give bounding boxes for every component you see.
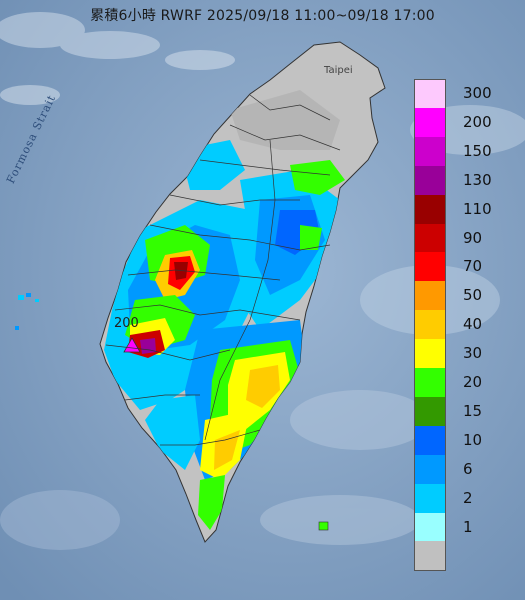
legend-row [413, 541, 521, 571]
legend-swatch [414, 541, 446, 571]
legend-swatch [414, 107, 446, 138]
legend-label: 20 [463, 373, 483, 391]
legend-swatch [414, 483, 446, 513]
legend-swatch [414, 252, 446, 282]
legend-row: 6 [413, 454, 521, 485]
legend-swatch [414, 454, 446, 485]
legend-row: 2 [413, 483, 521, 513]
legend-label: 150 [463, 141, 492, 160]
legend-label: 50 [463, 286, 483, 305]
legend-row: 300 [413, 79, 521, 109]
legend-row: 70 [413, 252, 521, 282]
legend-row: 50 [413, 281, 521, 311]
legend-label: 300 [463, 84, 492, 102]
legend-row: 200 [413, 107, 521, 138]
legend-swatch [414, 512, 446, 542]
legend-swatch [414, 396, 446, 427]
legend-swatch [414, 194, 446, 224]
legend-label: 1 [463, 517, 473, 536]
legend-swatch [414, 223, 446, 253]
legend-label: 15 [463, 401, 483, 420]
legend-row: 130 [413, 165, 521, 196]
legend-label: 2 [463, 488, 473, 507]
legend-row: 110 [413, 194, 521, 224]
legend-label: 6 [463, 459, 473, 478]
legend-label: 110 [463, 199, 492, 218]
legend-row: 150 [413, 136, 521, 167]
map-value-label: 200 [114, 316, 139, 331]
legend-label: 10 [463, 430, 483, 449]
legend-label: 90 [463, 228, 483, 247]
county-borders [105, 94, 341, 446]
legend-label: 200 [463, 112, 492, 131]
city-label: Taipei [324, 65, 353, 76]
legend-row: 30 [413, 339, 521, 369]
legend-swatch [414, 425, 446, 456]
legend-label: 40 [463, 315, 483, 334]
legend-row: 10 [413, 425, 521, 456]
color-legend: 300 200 150 130 110 90 70 50 40 30 20 15 10 6 2 1 [413, 79, 521, 571]
legend-swatch [414, 310, 446, 340]
legend-label: 70 [463, 257, 483, 276]
offshore-islands [15, 293, 329, 531]
legend-swatch [414, 368, 446, 398]
legend-row: 20 [413, 368, 521, 398]
legend-swatch [414, 165, 446, 196]
legend-label: 30 [463, 344, 483, 363]
legend-swatch [414, 339, 446, 369]
map-title: 累積6小時 RWRF 2025/09/18 11:00~09/18 17:00 [90, 8, 435, 24]
legend-label: 130 [463, 170, 492, 189]
legend-row: 90 [413, 223, 521, 253]
legend-row: 40 [413, 310, 521, 340]
legend-swatch [414, 79, 446, 109]
legend-row: 1 [413, 512, 521, 542]
legend-row: 15 [413, 396, 521, 427]
rainfall-overlay [104, 90, 345, 530]
legend-swatch [414, 281, 446, 311]
legend-swatch [414, 136, 446, 167]
